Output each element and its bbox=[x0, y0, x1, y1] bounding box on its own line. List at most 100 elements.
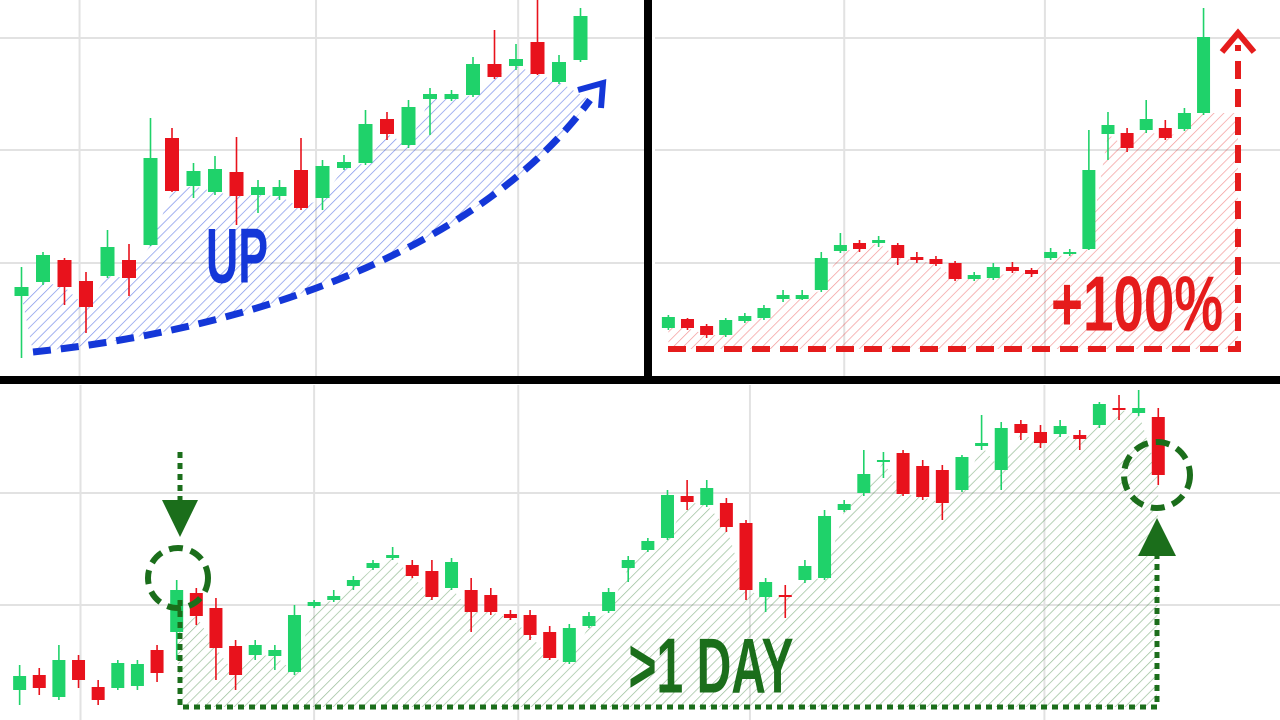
candle-body bbox=[986, 267, 1000, 278]
candle-body bbox=[837, 504, 851, 510]
candle-body bbox=[700, 488, 714, 505]
candle-body bbox=[327, 596, 341, 600]
candle-body bbox=[680, 319, 694, 328]
arrow-up bbox=[1138, 518, 1176, 556]
trend-curve bbox=[32, 97, 593, 356]
candle-body bbox=[891, 245, 905, 258]
candle-body bbox=[401, 107, 416, 145]
candle-body bbox=[602, 592, 616, 611]
candle-body bbox=[358, 124, 373, 163]
candle-body bbox=[778, 595, 792, 597]
candle-body bbox=[79, 281, 93, 307]
candle-body bbox=[967, 275, 981, 279]
candle-body bbox=[111, 663, 125, 688]
candle-body bbox=[57, 260, 72, 287]
shaded-areas bbox=[21, 66, 1238, 707]
candle-body bbox=[795, 295, 809, 299]
candle-body bbox=[916, 466, 930, 497]
candle-body bbox=[466, 64, 480, 95]
candle-body bbox=[425, 571, 439, 597]
candle-body bbox=[272, 187, 287, 196]
candle-body bbox=[552, 62, 566, 82]
divider bbox=[0, 376, 1280, 384]
arrow-head bbox=[1219, 28, 1257, 54]
annotations: UP +100% >1 DAY bbox=[206, 212, 1223, 710]
candle-body bbox=[853, 243, 867, 249]
divider bbox=[644, 0, 652, 382]
candle-body bbox=[91, 687, 105, 700]
candle-body bbox=[1053, 426, 1067, 434]
candle-body bbox=[818, 516, 832, 578]
candle-body bbox=[680, 496, 694, 502]
annotation: UP bbox=[206, 212, 268, 300]
candle-body bbox=[719, 503, 733, 527]
candle-body bbox=[268, 650, 282, 656]
candle-body bbox=[1120, 133, 1134, 148]
candle-body bbox=[814, 258, 828, 290]
candle-body bbox=[562, 628, 576, 662]
exit-circle bbox=[1121, 439, 1193, 511]
annotation: +100% bbox=[1051, 260, 1223, 348]
candle-body bbox=[209, 608, 223, 648]
hatched-area bbox=[668, 113, 1238, 349]
candle-body bbox=[1063, 252, 1077, 254]
arrow-head bbox=[577, 78, 607, 109]
candle-body bbox=[876, 460, 890, 462]
candle-body bbox=[1177, 113, 1191, 129]
candle-body bbox=[955, 457, 969, 490]
candle-body bbox=[251, 187, 265, 195]
candle-body bbox=[229, 172, 244, 196]
candle-body bbox=[165, 138, 179, 191]
hatched-area bbox=[176, 410, 1159, 707]
candle-body bbox=[975, 443, 989, 446]
candle-body bbox=[929, 259, 943, 264]
candle-body bbox=[1014, 424, 1028, 433]
candle-body bbox=[582, 616, 596, 626]
candle-body bbox=[738, 316, 752, 321]
candle-body bbox=[208, 169, 222, 192]
candle-body bbox=[1132, 408, 1146, 413]
candle-body bbox=[186, 171, 201, 186]
arrow-down bbox=[162, 500, 198, 537]
candle-body bbox=[530, 42, 545, 74]
candle-body bbox=[445, 562, 459, 588]
candle-body bbox=[307, 602, 321, 606]
candle-body bbox=[380, 119, 394, 134]
candle-body bbox=[621, 560, 635, 568]
candle-body bbox=[1044, 252, 1058, 258]
candle-body bbox=[386, 555, 400, 558]
candle-body bbox=[143, 158, 158, 245]
candle-body bbox=[503, 614, 517, 618]
candle-body bbox=[248, 645, 262, 655]
candle-body bbox=[1082, 170, 1096, 249]
hatched-area bbox=[21, 66, 590, 352]
candle-body bbox=[1151, 417, 1165, 475]
gain-bracket bbox=[668, 45, 1241, 352]
candle-body bbox=[405, 565, 419, 576]
candle-body bbox=[423, 94, 437, 99]
candle-body bbox=[573, 16, 588, 60]
candle-body bbox=[100, 247, 115, 276]
candle-body bbox=[1101, 125, 1115, 134]
candle-body bbox=[700, 326, 714, 335]
candle-body bbox=[935, 470, 949, 503]
candle-body bbox=[833, 245, 847, 251]
duration-bracket bbox=[177, 555, 1160, 710]
candle-body bbox=[1197, 37, 1211, 113]
candle-body bbox=[122, 260, 136, 278]
candle-body bbox=[150, 650, 164, 673]
candle-body bbox=[523, 615, 537, 635]
candle-body bbox=[315, 166, 330, 198]
candle-body bbox=[32, 675, 46, 688]
candle-body bbox=[857, 474, 871, 493]
candle-body bbox=[294, 170, 308, 208]
candle-body bbox=[130, 664, 144, 686]
candle-body bbox=[1112, 408, 1126, 410]
candle-body bbox=[739, 523, 753, 590]
candle-body bbox=[346, 580, 360, 586]
candle-body bbox=[910, 257, 924, 260]
entry-circle bbox=[145, 545, 211, 611]
candle-body bbox=[337, 162, 351, 168]
candle-body bbox=[872, 240, 886, 243]
